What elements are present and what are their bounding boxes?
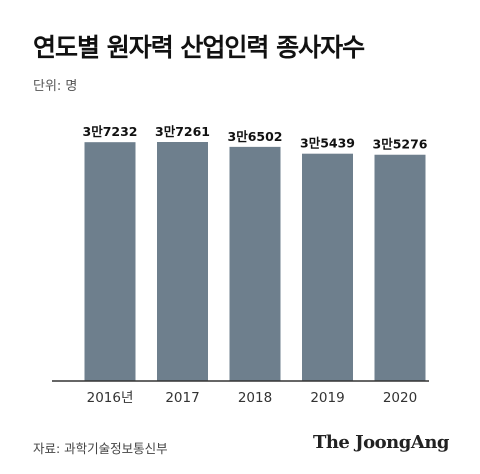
publisher-logo: The JoongAng [312,432,450,453]
x-tick-label-2: 2018 [238,390,272,406]
x-tick-label-1: 2017 [165,390,199,406]
x-tick-labels-layer: 2016년 2017 2018 2019 2020 [87,390,418,406]
bar-0 [84,142,136,381]
x-tick-label-0: 2016년 [87,390,134,406]
bar-value-label-3: 3만5439 [300,136,355,151]
source-note: 자료: 과학기술정보통신부 [33,441,168,456]
bar-value-label-4: 3만5276 [373,137,428,152]
bar-value-label-0: 3만7232 [83,124,138,139]
bar-2 [229,146,281,381]
value-labels-layer: 3만7232 3만7261 3만6502 3만5439 3만5276 [83,124,428,152]
x-tick-label-4: 2020 [383,390,417,406]
chart-title: 연도별 원자력 산업인력 종사자수 [33,33,365,62]
bars-layer [84,142,426,381]
bar-value-label-2: 3만6502 [228,129,283,144]
x-tick-label-3: 2019 [310,390,344,406]
bar-4 [374,154,426,381]
bar-value-label-1: 3만7261 [155,124,210,139]
unit-label: 단위: 명 [33,79,78,94]
bar-1 [157,142,208,381]
bar-3 [302,153,353,381]
